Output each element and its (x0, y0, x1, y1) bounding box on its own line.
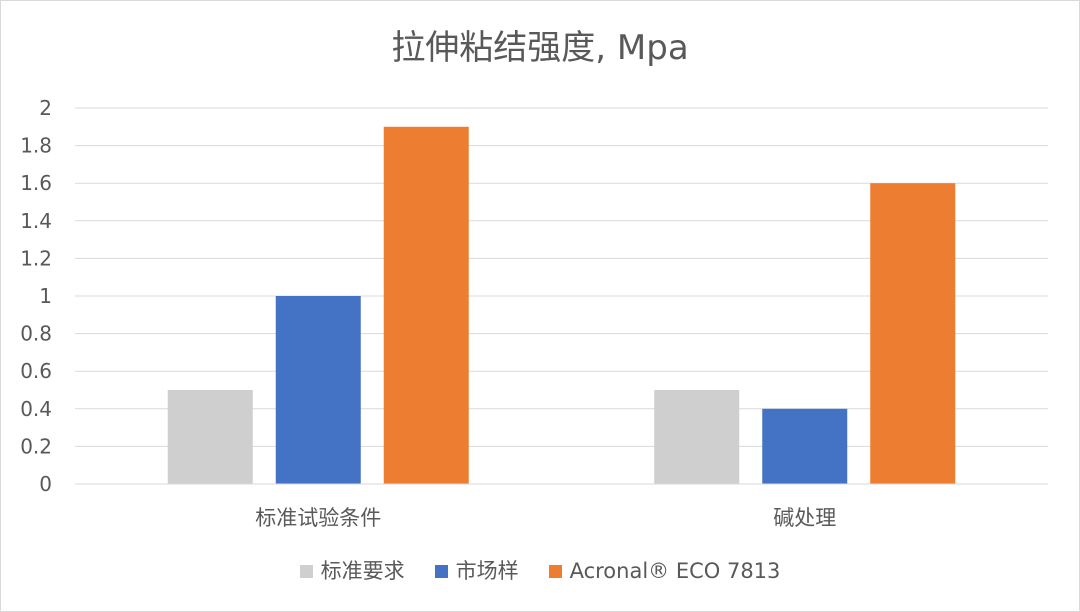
y-tick-label: 0.2 (20, 434, 52, 458)
chart-legend: 标准要求 市场样 Acronal® ECO 7813 (0, 557, 1080, 585)
y-tick-label: 0.4 (20, 397, 52, 421)
legend-item: Acronal® ECO 7813 (548, 557, 781, 585)
bar (762, 408, 848, 484)
bar (275, 296, 361, 484)
x-category-label: 碱处理 (773, 506, 836, 530)
legend-label: 市场样 (455, 559, 519, 583)
legend-swatch (299, 564, 313, 578)
y-tick-label: 0 (39, 472, 52, 496)
chart-title: 拉伸粘结强度, Mpa (391, 28, 689, 68)
y-tick-label: 1.4 (20, 209, 52, 233)
bar (167, 390, 253, 484)
y-tick-label: 1.6 (20, 171, 52, 195)
y-tick-label: 1.8 (20, 134, 52, 158)
y-tick-label: 2 (39, 96, 52, 120)
bar (654, 390, 740, 484)
legend-swatch (548, 564, 562, 578)
legend-swatch (434, 564, 448, 578)
y-tick-label: 1.2 (20, 246, 52, 270)
x-category-label: 标准试验条件 (255, 506, 381, 530)
y-tick-label: 1 (39, 284, 52, 308)
legend-label: Acronal® ECO 7813 (569, 559, 781, 583)
y-tick-label: 0.6 (20, 359, 52, 383)
legend-item: 市场样 (434, 557, 519, 585)
y-tick-label: 0.8 (20, 322, 52, 346)
legend-label: 标准要求 (320, 559, 405, 583)
bar (870, 183, 956, 484)
legend-item: 标准要求 (299, 557, 405, 585)
bar (383, 126, 469, 485)
